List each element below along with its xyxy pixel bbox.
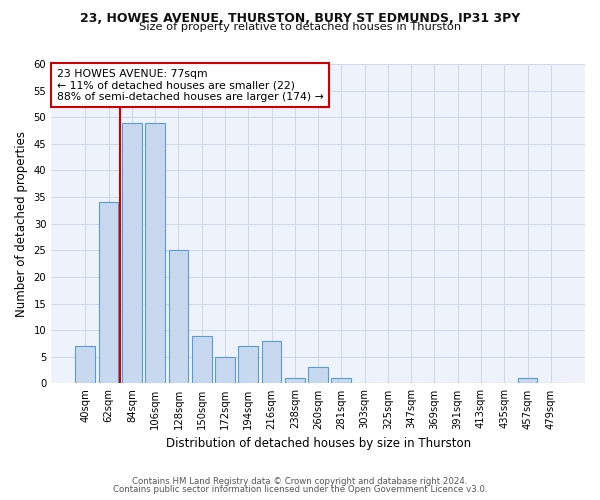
Bar [145,122,165,384]
Text: 23 HOWES AVENUE: 77sqm
← 11% of detached houses are smaller (22)
88% of semi-det: 23 HOWES AVENUE: 77sqm ← 11% of detached… [56,69,323,102]
Text: Contains public sector information licensed under the Open Government Licence v3: Contains public sector information licen… [113,484,487,494]
Bar [308,368,328,384]
Bar [285,378,305,384]
Bar [76,346,95,384]
Bar [262,341,281,384]
Text: 23, HOWES AVENUE, THURSTON, BURY ST EDMUNDS, IP31 3PY: 23, HOWES AVENUE, THURSTON, BURY ST EDMU… [80,12,520,26]
Bar [215,357,235,384]
Text: Size of property relative to detached houses in Thurston: Size of property relative to detached ho… [139,22,461,32]
Bar [238,346,258,384]
Text: Contains HM Land Registry data © Crown copyright and database right 2024.: Contains HM Land Registry data © Crown c… [132,477,468,486]
Y-axis label: Number of detached properties: Number of detached properties [15,130,28,316]
Bar [331,378,351,384]
Bar [122,122,142,384]
X-axis label: Distribution of detached houses by size in Thurston: Distribution of detached houses by size … [166,437,470,450]
Bar [169,250,188,384]
Bar [192,336,212,384]
Bar [99,202,118,384]
Bar [518,378,538,384]
